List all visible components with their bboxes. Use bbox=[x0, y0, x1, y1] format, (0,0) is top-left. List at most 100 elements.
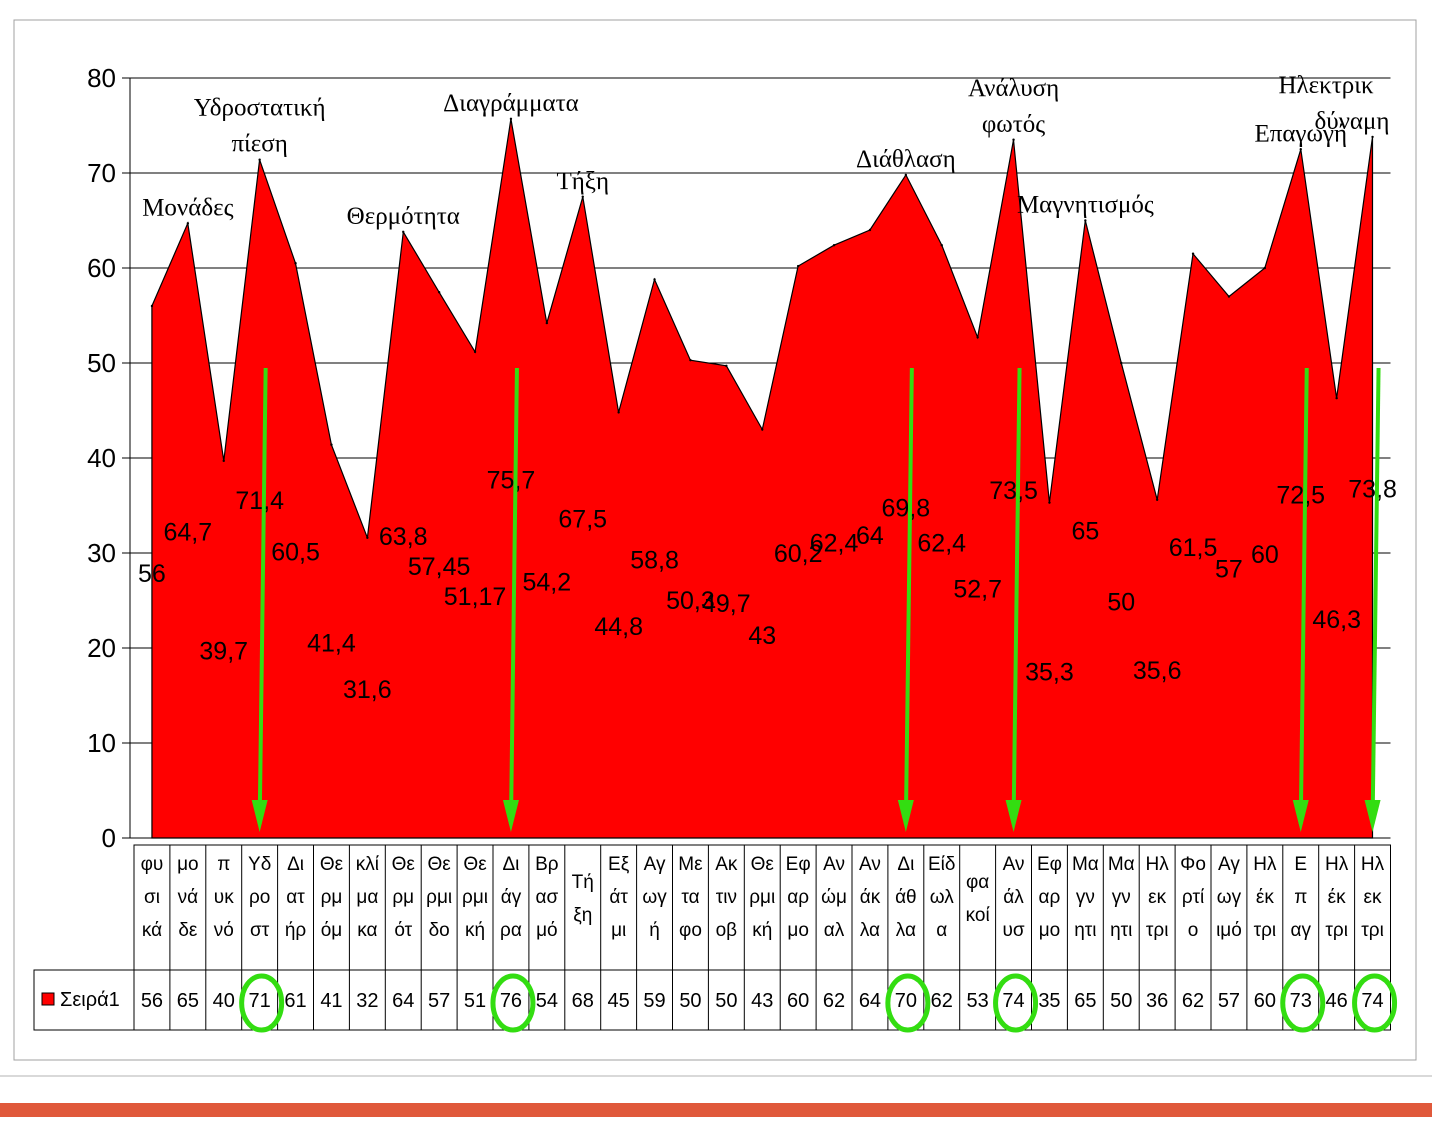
highlight-arrow bbox=[257, 367, 268, 825]
category-label: ρμι bbox=[462, 887, 488, 908]
data-point bbox=[437, 291, 441, 294]
highlight-arrows bbox=[251, 367, 1381, 832]
highlight-arrowhead bbox=[502, 800, 519, 832]
data-point bbox=[330, 443, 333, 446]
category-label: Είδ bbox=[928, 854, 955, 875]
category-label: τιν bbox=[716, 887, 737, 908]
data-label: 72,5 bbox=[1276, 482, 1325, 510]
data-point bbox=[366, 536, 369, 539]
table-value: 62 bbox=[931, 990, 953, 1012]
table-value: 54 bbox=[536, 990, 558, 1012]
highlight-arrow bbox=[1370, 367, 1381, 825]
category-label: ρμι bbox=[749, 887, 775, 908]
category-label: π bbox=[1294, 887, 1307, 908]
topic-annotation: πίεση bbox=[231, 131, 287, 158]
topic-annotation: Υδροστατική bbox=[194, 95, 326, 122]
table-value: 35 bbox=[1038, 990, 1060, 1012]
data-label: 44,8 bbox=[594, 613, 643, 641]
data-label: 39,7 bbox=[199, 637, 248, 665]
data-label: 64 bbox=[856, 522, 884, 550]
category-label: Δι bbox=[897, 854, 914, 875]
footer-bar bbox=[0, 1103, 1432, 1117]
category-label: αλ bbox=[824, 920, 845, 941]
category-label: Εξ bbox=[608, 854, 630, 875]
highlight-arrowhead bbox=[1005, 800, 1022, 832]
table-value: 61 bbox=[284, 990, 306, 1012]
table-value: 57 bbox=[1218, 990, 1240, 1012]
data-point bbox=[761, 428, 764, 431]
topic-annotation: Διάθλαση bbox=[856, 146, 956, 173]
category-label: μό bbox=[536, 920, 558, 941]
category-label: ώμ bbox=[821, 887, 847, 908]
category-label: Δι bbox=[287, 854, 304, 875]
topic-annotation: Ανάλυση bbox=[968, 75, 1059, 102]
data-point bbox=[222, 459, 225, 463]
data-label: 50,3 bbox=[666, 587, 715, 615]
category-label: τρι bbox=[1146, 920, 1169, 941]
y-tick-label: 60 bbox=[87, 253, 116, 283]
category-label: ωγ bbox=[1217, 887, 1242, 908]
category-label: λα bbox=[896, 920, 916, 941]
category-label: υσ bbox=[1002, 920, 1024, 941]
table-value: 50 bbox=[715, 990, 737, 1012]
highlight-circle bbox=[490, 973, 536, 1033]
data-point bbox=[1048, 501, 1051, 504]
data-label: 35,6 bbox=[1133, 657, 1182, 685]
category-label: Ηλ bbox=[1146, 854, 1170, 875]
category-label: Θε bbox=[320, 854, 344, 875]
category-label: Μα bbox=[1072, 854, 1099, 875]
category-label: έκ bbox=[1256, 887, 1274, 908]
category-label: έκ bbox=[1328, 887, 1346, 908]
table-value: 36 bbox=[1146, 990, 1168, 1012]
topic-annotation: δύναμη bbox=[1314, 108, 1389, 135]
category-label: αρ bbox=[1039, 887, 1061, 908]
area-fill bbox=[151, 118, 1374, 839]
category-label: ήρ bbox=[285, 920, 307, 941]
data-point bbox=[976, 336, 979, 339]
data-point bbox=[617, 411, 620, 414]
topic-annotation: Ηλεκτρικ bbox=[1278, 72, 1374, 99]
category-label: τρι bbox=[1361, 920, 1384, 941]
data-point bbox=[1335, 396, 1338, 400]
table-value: 74 bbox=[1361, 990, 1383, 1012]
highlight-circle bbox=[239, 973, 285, 1033]
category-label: εκ bbox=[1148, 887, 1166, 908]
data-label: 60,2 bbox=[774, 540, 823, 568]
data-label: 56 bbox=[138, 560, 166, 588]
table-value: 43 bbox=[751, 990, 773, 1012]
data-point bbox=[402, 230, 405, 234]
data-point bbox=[832, 244, 836, 247]
category-label: δο bbox=[429, 920, 450, 941]
category-label: ρμ bbox=[392, 887, 414, 908]
data-label: 75,7 bbox=[487, 466, 536, 494]
legend-label: Σειρά1 bbox=[60, 989, 120, 1011]
category-label: κα bbox=[357, 920, 377, 941]
category-label: Ακ bbox=[715, 854, 738, 875]
category-label: φο bbox=[679, 920, 702, 941]
table-value: 65 bbox=[177, 990, 199, 1012]
category-label: Ε bbox=[1294, 854, 1307, 875]
topic-annotation: Μονάδες bbox=[142, 194, 233, 221]
highlight-arrow bbox=[1298, 367, 1309, 825]
category-label: φυ bbox=[141, 854, 164, 875]
category-label: άκ bbox=[860, 887, 881, 908]
table-value: 64 bbox=[859, 990, 881, 1012]
category-label: φα bbox=[966, 872, 989, 893]
data-label: 69,8 bbox=[882, 494, 931, 522]
category-label: γν bbox=[1076, 887, 1095, 908]
data-label: 65 bbox=[1071, 517, 1099, 545]
y-tick-label: 70 bbox=[87, 158, 116, 188]
table-value: 53 bbox=[967, 990, 989, 1012]
category-label: μο bbox=[1039, 920, 1061, 941]
category-label: Δι bbox=[502, 854, 519, 875]
category-label: ρα bbox=[500, 920, 522, 941]
category-label: όμ bbox=[321, 920, 343, 941]
category-label: Θε bbox=[428, 854, 452, 875]
category-label: ξη bbox=[573, 905, 592, 926]
y-tick-label: 50 bbox=[87, 348, 116, 378]
table-value: 41 bbox=[320, 990, 342, 1012]
data-point bbox=[1299, 148, 1302, 151]
category-label: νό bbox=[214, 920, 234, 941]
data-label: 35,3 bbox=[1025, 658, 1074, 686]
data-label: 61,5 bbox=[1169, 534, 1218, 562]
